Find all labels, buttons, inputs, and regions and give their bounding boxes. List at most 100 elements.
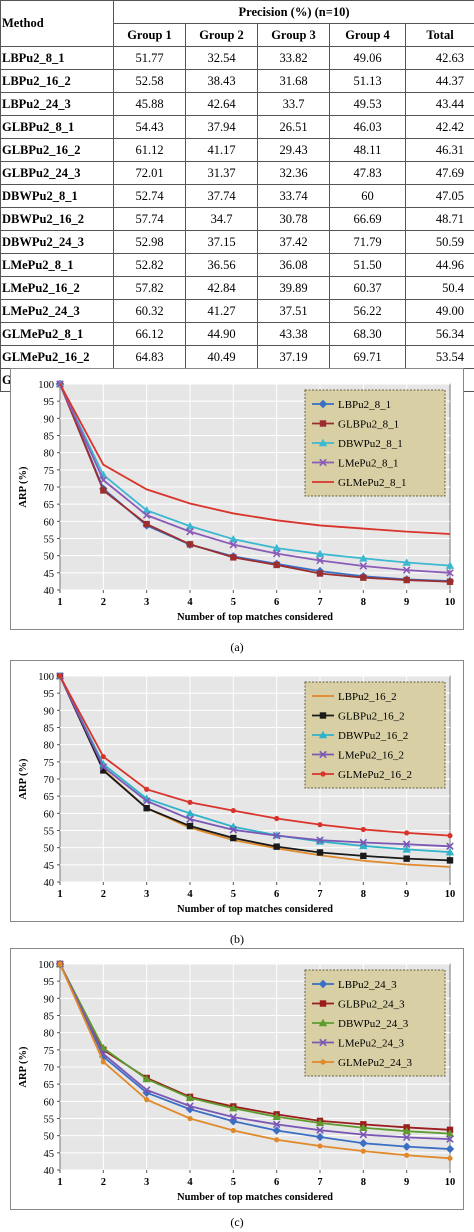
y-tick-label: 40: [44, 878, 55, 889]
value-cell: 46.03: [329, 115, 406, 139]
legend-label: DBWPu2_8_1: [338, 438, 403, 450]
data-point: [402, 566, 411, 574]
legend-label: GLBPu2_16_2: [338, 711, 405, 723]
y-tick-label: 85: [44, 432, 55, 443]
data-point: [185, 1093, 195, 1102]
legend-marker: [318, 730, 328, 739]
x-tick-label: 1: [57, 889, 62, 900]
legend-label: GLMePu2_24_3: [338, 1057, 412, 1069]
series-line: [59, 675, 451, 837]
y-tick-label: 55: [44, 535, 55, 546]
data-point: [446, 857, 454, 864]
table-row: GLBPu2_16_2 61.12 41.17 29.43 48.11 46.31: [0, 138, 474, 162]
data-point: [315, 549, 325, 558]
data-point: [142, 506, 151, 514]
method-cell: LMePu2_8_1: [0, 253, 114, 277]
data-point: [403, 576, 410, 584]
value-cell: 45.88: [113, 92, 186, 116]
data-point: [229, 1113, 238, 1121]
value-cell: 68.30: [329, 322, 406, 346]
data-point: [447, 1155, 453, 1161]
x-tick-label: 6: [274, 889, 279, 900]
x-tick-label: 4: [187, 889, 193, 900]
y-tick-label: 60: [44, 1097, 55, 1108]
data-point: [143, 804, 150, 812]
value-cell: 26.51: [257, 115, 330, 139]
y-tick-label: 80: [44, 449, 55, 460]
method-cell: GLBPu2_16_2: [0, 138, 114, 162]
y-tick-label: 40: [44, 586, 55, 597]
data-point: [274, 1137, 280, 1143]
value-cell: 48.71: [404, 207, 474, 231]
x-tick-label: 8: [361, 1177, 366, 1188]
method-cell: LMePu2_16_2: [0, 276, 114, 300]
x-tick-label: 3: [144, 889, 149, 900]
value-cell: 33.82: [257, 46, 330, 70]
data-point: [404, 830, 410, 836]
x-tick-label: 7: [317, 597, 322, 608]
value-cell: 66.12: [113, 322, 186, 346]
value-cell: 69.71: [329, 345, 406, 369]
table-row: DBWPu2_8_1 52.74 37.74 33.74 60 47.05: [0, 184, 474, 208]
data-point: [359, 838, 368, 847]
y-tick-label: 75: [44, 758, 55, 769]
value-cell: 29.43: [257, 138, 330, 162]
y-tick-label: 95: [44, 397, 55, 408]
y-tick-label: 55: [44, 827, 55, 838]
value-cell: 48.11: [329, 138, 406, 162]
value-cell: 31.37: [185, 161, 258, 185]
legend-label: LBPu2_16_2: [338, 691, 397, 703]
legend-marker: [318, 438, 328, 447]
value-cell: 52.82: [113, 253, 186, 277]
data-point: [273, 561, 280, 569]
method-cell: LBPu2_8_1: [0, 46, 114, 70]
value-cell: 52.98: [113, 230, 186, 254]
data-point: [230, 834, 237, 842]
y-axis-label: ARP (%): [18, 758, 29, 800]
value-cell: 37.94: [185, 115, 258, 139]
data-point: [273, 843, 280, 850]
data-point: [315, 1118, 325, 1127]
value-cell: 42.42: [404, 115, 474, 139]
data-point: [404, 1152, 410, 1158]
legend-marker: [320, 1059, 326, 1065]
value-cell: 42.63: [404, 46, 474, 70]
data-point: [359, 841, 368, 850]
x-tick-label: 9: [404, 889, 409, 900]
data-point: [445, 561, 455, 569]
x-tick-label: 9: [404, 597, 409, 608]
table-row: LBPu2_16_2 52.58 38.43 31.68 51.13 44.37: [0, 69, 474, 93]
value-cell: 72.01: [113, 161, 186, 185]
data-point: [186, 1102, 194, 1110]
value-cell: 50.59: [404, 230, 474, 254]
y-tick-label: 95: [44, 977, 55, 988]
value-cell: 34.7: [185, 207, 258, 231]
data-point: [446, 569, 454, 577]
table-row: LMePu2_24_3 60.32 41.27 37.51 56.22 49.00: [0, 299, 474, 323]
value-cell: 43.38: [257, 322, 330, 346]
value-cell: 52.58: [113, 69, 186, 93]
table-row: GLBPu2_8_1 54.43 37.94 26.51 46.03 42.42: [0, 115, 474, 139]
value-cell: 71.79: [329, 230, 406, 254]
y-tick-label: 45: [44, 861, 55, 872]
data-point: [230, 1127, 236, 1134]
y-tick-label: 70: [44, 775, 55, 786]
value-cell: 42.64: [185, 92, 258, 116]
data-point: [187, 799, 193, 805]
column-header: Group 1: [113, 23, 186, 47]
x-tick-label: 5: [231, 889, 236, 900]
caption-c: (c): [230, 1215, 244, 1229]
value-cell: 38.43: [185, 69, 258, 93]
value-cell: 49.53: [329, 92, 406, 116]
x-tick-label: 7: [317, 1177, 322, 1188]
data-point: [359, 1123, 368, 1131]
data-point: [402, 1133, 411, 1142]
legend-label: LMePu2_8_1: [338, 458, 399, 470]
data-point: [274, 815, 280, 822]
data-point: [229, 826, 238, 834]
legend-marker: [318, 399, 328, 409]
series-GLMePu2_24_3: [57, 961, 453, 1161]
data-point: [402, 1142, 411, 1151]
value-cell: 41.17: [185, 138, 258, 162]
